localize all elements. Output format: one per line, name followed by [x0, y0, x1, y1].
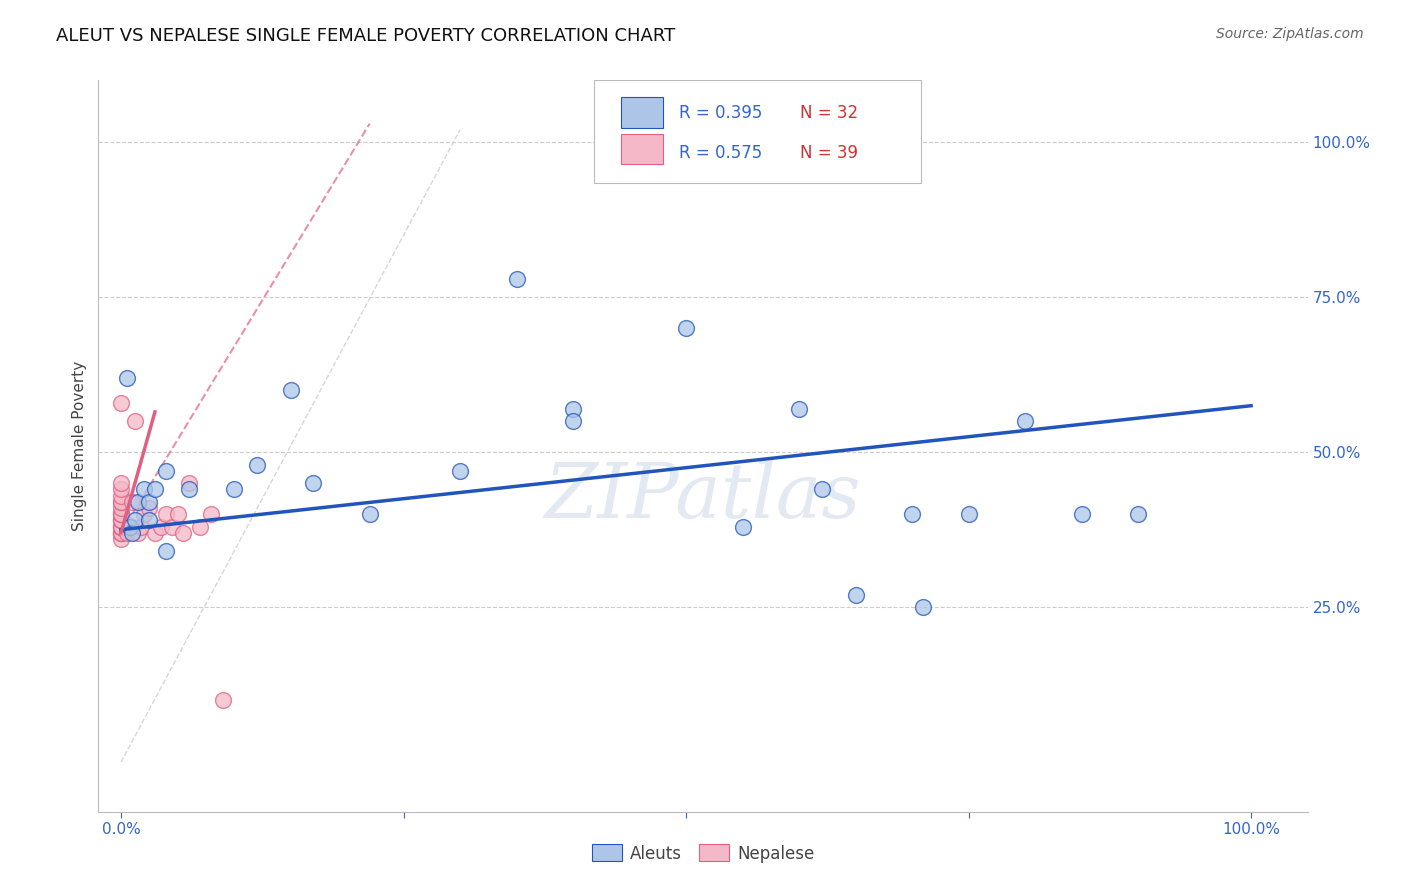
- Nepalese: [110, 525, 132, 540]
- Aleuts: [246, 458, 269, 472]
- Nepalese: [160, 519, 183, 533]
- Nepalese: [120, 519, 142, 533]
- Text: N = 39: N = 39: [800, 145, 858, 162]
- Text: R = 0.395: R = 0.395: [679, 104, 762, 122]
- Aleuts: [1014, 414, 1036, 428]
- Nepalese: [110, 476, 132, 491]
- Aleuts: [115, 371, 138, 385]
- Nepalese: [200, 507, 222, 521]
- Nepalese: [110, 495, 132, 509]
- Nepalese: [110, 513, 132, 527]
- Aleuts: [222, 483, 245, 497]
- Nepalese: [110, 513, 132, 527]
- Nepalese: [110, 525, 132, 540]
- Nepalese: [110, 507, 132, 521]
- Nepalese: [120, 519, 142, 533]
- Text: ZIPatlas: ZIPatlas: [544, 460, 862, 534]
- Nepalese: [110, 519, 132, 533]
- Aleuts: [787, 401, 810, 416]
- FancyBboxPatch shape: [621, 97, 664, 128]
- Aleuts: [505, 271, 527, 285]
- Aleuts: [1126, 507, 1149, 521]
- Nepalese: [131, 519, 153, 533]
- Nepalese: [110, 507, 132, 521]
- Text: ALEUT VS NEPALESE SINGLE FEMALE POVERTY CORRELATION CHART: ALEUT VS NEPALESE SINGLE FEMALE POVERTY …: [56, 27, 675, 45]
- Nepalese: [110, 395, 132, 409]
- Nepalese: [110, 489, 132, 503]
- Nepalese: [211, 693, 233, 707]
- Text: Source: ZipAtlas.com: Source: ZipAtlas.com: [1216, 27, 1364, 41]
- Aleuts: [124, 513, 146, 527]
- Y-axis label: Single Female Poverty: Single Female Poverty: [72, 361, 87, 531]
- Aleuts: [138, 495, 160, 509]
- Nepalese: [138, 500, 160, 515]
- Aleuts: [127, 495, 149, 509]
- Nepalese: [188, 519, 211, 533]
- Aleuts: [143, 483, 166, 497]
- Nepalese: [110, 519, 132, 533]
- Nepalese: [127, 525, 149, 540]
- Text: N = 32: N = 32: [800, 104, 858, 122]
- Aleuts: [810, 483, 832, 497]
- Aleuts: [359, 507, 381, 521]
- Aleuts: [155, 464, 177, 478]
- Aleuts: [957, 507, 980, 521]
- Aleuts: [449, 464, 471, 478]
- Aleuts: [562, 401, 585, 416]
- Aleuts: [675, 321, 697, 335]
- Nepalese: [110, 495, 132, 509]
- Aleuts: [121, 525, 143, 540]
- FancyBboxPatch shape: [595, 80, 921, 183]
- Aleuts: [132, 483, 155, 497]
- Nepalese: [110, 507, 132, 521]
- Nepalese: [110, 519, 132, 533]
- Nepalese: [110, 513, 132, 527]
- FancyBboxPatch shape: [621, 134, 664, 164]
- Nepalese: [149, 519, 172, 533]
- Aleuts: [731, 519, 754, 533]
- Nepalese: [177, 476, 200, 491]
- Nepalese: [155, 507, 177, 521]
- Legend: Aleuts, Nepalese: Aleuts, Nepalese: [585, 838, 821, 869]
- Aleuts: [912, 600, 935, 615]
- Aleuts: [901, 507, 924, 521]
- Aleuts: [562, 414, 585, 428]
- Aleuts: [155, 544, 177, 558]
- Aleuts: [302, 476, 325, 491]
- Aleuts: [177, 483, 200, 497]
- Aleuts: [120, 519, 142, 533]
- Nepalese: [110, 532, 132, 546]
- Nepalese: [110, 525, 132, 540]
- Nepalese: [166, 507, 188, 521]
- Nepalese: [115, 525, 138, 540]
- Nepalese: [143, 525, 166, 540]
- Nepalese: [110, 500, 132, 515]
- Aleuts: [1070, 507, 1092, 521]
- Nepalese: [121, 495, 143, 509]
- Nepalese: [110, 483, 132, 497]
- Aleuts: [845, 588, 868, 602]
- Nepalese: [172, 525, 194, 540]
- Nepalese: [132, 507, 155, 521]
- Nepalese: [124, 414, 146, 428]
- Text: R = 0.575: R = 0.575: [679, 145, 762, 162]
- Aleuts: [138, 513, 160, 527]
- Aleuts: [280, 383, 302, 397]
